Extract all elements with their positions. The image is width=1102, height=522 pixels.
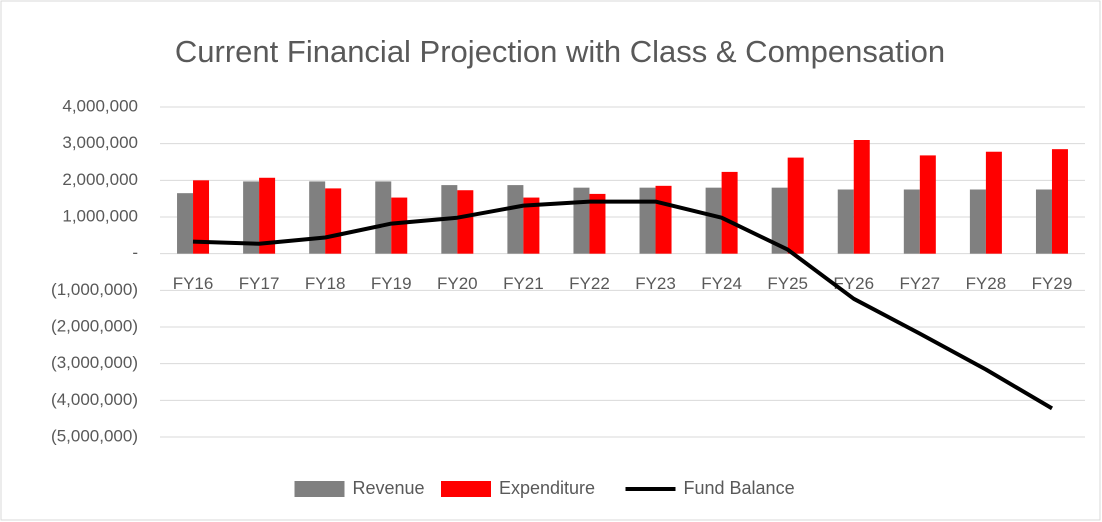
x-tick-label: FY21 <box>503 274 544 293</box>
legend-label: Revenue <box>353 478 425 498</box>
y-tick-label: 1,000,000 <box>62 206 138 225</box>
bar <box>655 185 672 254</box>
bar <box>325 188 342 254</box>
legend-swatch <box>294 481 345 497</box>
y-tick-label: 4,000,000 <box>62 96 138 115</box>
x-tick-label: FY28 <box>966 274 1007 293</box>
y-tick-label: (4,000,000) <box>51 390 138 409</box>
legend-label: Expenditure <box>499 478 595 498</box>
bar <box>457 190 474 254</box>
y-tick-label: (1,000,000) <box>51 280 138 299</box>
bar <box>309 181 326 254</box>
bar <box>589 193 606 254</box>
x-tick-label: FY16 <box>173 274 214 293</box>
x-tick-label: FY26 <box>833 274 874 293</box>
x-tick-label: FY27 <box>900 274 941 293</box>
y-tick-label: 3,000,000 <box>62 133 138 152</box>
y-tick-label: 2,000,000 <box>62 170 138 189</box>
bar <box>243 181 260 254</box>
x-tick-label: FY20 <box>437 274 478 293</box>
bar <box>969 189 986 254</box>
x-tick-label: FY23 <box>635 274 676 293</box>
y-tick-label: (3,000,000) <box>51 353 138 372</box>
bar <box>721 171 738 254</box>
y-tick-label: (5,000,000) <box>51 426 138 445</box>
legend-label: Fund Balance <box>684 478 795 498</box>
x-tick-label: FY25 <box>767 274 808 293</box>
bar <box>705 187 722 254</box>
x-tick-label: FY22 <box>569 274 610 293</box>
bar <box>903 189 920 254</box>
bar <box>919 155 936 254</box>
bar <box>391 197 408 254</box>
bar <box>771 187 788 254</box>
chart-title: Current Financial Projection with Class … <box>175 34 945 69</box>
bar <box>507 185 524 254</box>
bar <box>1035 189 1052 254</box>
bar <box>853 140 870 254</box>
bar <box>985 151 1002 254</box>
x-tick-label: FY29 <box>1032 274 1073 293</box>
bar <box>193 180 210 254</box>
bar <box>787 157 804 254</box>
legend-swatch <box>441 481 491 497</box>
x-tick-label: FY18 <box>305 274 346 293</box>
x-tick-label: FY24 <box>701 274 742 293</box>
x-tick-label: FY17 <box>239 274 280 293</box>
line-series <box>192 199 1054 411</box>
bar <box>1051 149 1068 254</box>
bar <box>375 181 392 254</box>
bar <box>259 177 276 254</box>
bar <box>177 193 194 254</box>
bar <box>573 187 590 254</box>
y-tick-label: - <box>132 243 138 262</box>
y-tick-label: (2,000,000) <box>51 316 138 335</box>
bar <box>837 189 854 254</box>
x-tick-label: FY19 <box>371 274 412 293</box>
bar <box>639 187 656 254</box>
bar <box>523 197 540 254</box>
